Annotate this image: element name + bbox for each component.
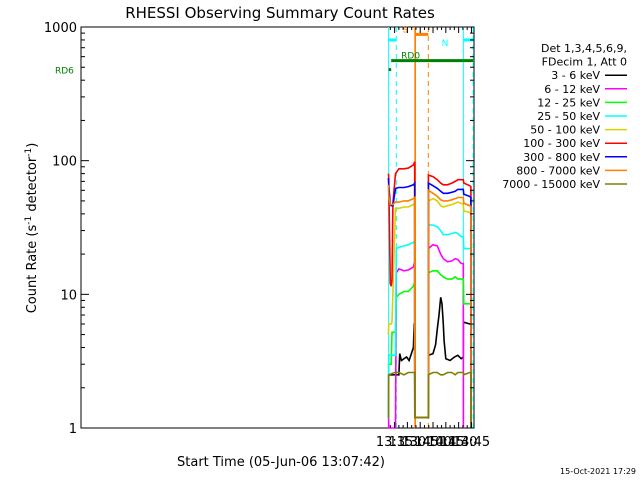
annotation-label: N	[442, 39, 449, 49]
legend-header: FDecim 1, Att 0	[542, 56, 627, 69]
legend: Det 1,3,4,5,6,9,FDecim 1, Att 03 - 6 keV…	[502, 42, 627, 191]
series-line	[387, 371, 472, 429]
series-line	[387, 224, 472, 429]
legend-label: 7000 - 15000 keV	[502, 178, 600, 191]
y-tick-label: 1	[69, 422, 77, 437]
footer-timestamp: 15-Oct-2021 17:29	[560, 467, 636, 476]
series-line	[387, 184, 472, 429]
y-axis: 1 10 100 1000	[44, 21, 474, 437]
x-tick-label: 14:45	[453, 435, 490, 450]
x-axis-label: Start Time (05-Jun-06 13:07:42)	[177, 455, 385, 470]
plot-frame	[80, 26, 475, 429]
y-axis-label: Count Rate (s-1 detector-1)	[24, 143, 40, 314]
legend-label: 100 - 300 keV	[523, 137, 600, 150]
annotation-label: RD0	[401, 52, 420, 62]
legend-label: 3 - 6 keV	[551, 69, 600, 82]
legend-label: 12 - 25 keV	[537, 96, 600, 109]
x-tick-label: 13:30	[389, 435, 426, 450]
annotation-label: S	[403, 25, 409, 35]
x-tick-label: 13:15	[376, 435, 413, 450]
series-line	[387, 270, 472, 429]
series-line	[387, 197, 472, 429]
legend-label: 50 - 100 keV	[530, 124, 600, 137]
x-tick-label: 14:15	[427, 435, 464, 450]
annotation-label: RD6	[55, 67, 74, 77]
y-tick-label: 100	[52, 155, 77, 170]
plot-area: N S RD0 RD6	[55, 25, 475, 429]
chart-title: RHESSI Observing Summary Count Rates	[125, 4, 435, 22]
legend-label: 25 - 50 keV	[537, 110, 600, 123]
series-line	[387, 178, 472, 429]
legend-label: 300 - 800 keV	[523, 151, 600, 164]
y-tick-label: 1000	[44, 21, 77, 36]
legend-label: 6 - 12 keV	[544, 83, 600, 96]
x-tick-label: 14:30	[440, 435, 477, 450]
legend-header: Det 1,3,4,5,6,9,	[541, 42, 627, 55]
x-tick-label: 13:45	[401, 435, 438, 450]
series-line	[387, 243, 465, 429]
series-line	[387, 297, 472, 429]
x-tick-label: 14:00	[414, 435, 451, 450]
y-tick-label: 10	[60, 288, 77, 303]
legend-label: 800 - 7000 keV	[516, 164, 600, 177]
